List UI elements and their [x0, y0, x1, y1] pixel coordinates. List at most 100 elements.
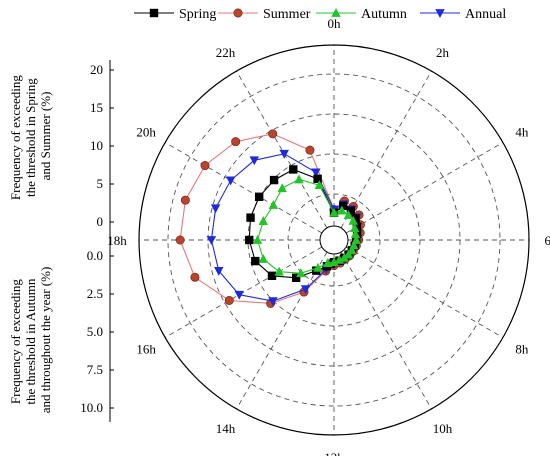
series-marker — [337, 205, 347, 215]
series-marker — [254, 192, 264, 201]
series-marker — [313, 174, 322, 183]
grid-ring — [167, 73, 501, 407]
series-line — [210, 153, 359, 302]
series-marker — [268, 200, 279, 209]
series-marker — [268, 297, 278, 307]
series-marker — [339, 252, 349, 262]
hour-label: 4h — [515, 125, 529, 140]
series-marker — [329, 207, 339, 217]
grid-ring — [287, 193, 381, 287]
series-marker — [277, 183, 287, 193]
grid-spoke — [164, 142, 323, 234]
series-marker — [352, 222, 362, 232]
series-marker — [314, 180, 325, 190]
scale-tick-label: 15 — [90, 100, 103, 115]
inner-ring — [319, 225, 349, 255]
series-marker — [190, 272, 200, 282]
series-marker — [149, 8, 159, 18]
scale-tick-label: 5.0 — [87, 324, 103, 339]
series-marker — [305, 145, 315, 155]
series-marker — [329, 257, 339, 267]
upper-scale-label-line1: Frequency of exceeding — [8, 75, 23, 200]
series-marker — [313, 262, 323, 272]
hour-label: 22h — [216, 45, 236, 60]
scale-tick-label: 10 — [90, 138, 103, 153]
series-marker — [289, 165, 298, 174]
outer-ring — [138, 44, 530, 436]
series-marker — [246, 213, 255, 222]
series-marker — [267, 271, 277, 280]
series-marker — [274, 266, 284, 276]
series-marker — [225, 176, 236, 186]
legend-label: Spring — [179, 7, 216, 22]
hour-label: 12h — [324, 450, 344, 456]
hour-label: 6h — [545, 233, 550, 248]
scale-tick-label: 2.5 — [87, 286, 103, 301]
series-marker — [343, 210, 354, 219]
legend: Spring Summer Autumn Annual — [134, 7, 506, 22]
series-marker — [350, 229, 361, 239]
series-marker — [249, 156, 259, 166]
series-marker — [323, 258, 333, 267]
polar-grid: 0h 2h 4h 6h 8h 10h 12h 14h 16h 18h 20h 22h — [107, 16, 550, 456]
series-marker — [348, 215, 358, 225]
series-marker — [296, 268, 306, 278]
hour-label: 2h — [436, 45, 450, 60]
grid-spoke — [345, 246, 504, 338]
scale-tick-label: 5 — [97, 176, 104, 191]
series-layer — [175, 129, 365, 308]
grid-spoke — [236, 251, 328, 410]
scale-tick-label: 7.5 — [87, 362, 103, 377]
grid-spoke — [340, 251, 432, 410]
series-autumn — [252, 174, 361, 278]
series-marker — [349, 223, 360, 232]
series-marker — [258, 216, 268, 225]
scale-tick-label: 0.0 — [87, 248, 103, 263]
series-marker — [175, 235, 185, 245]
series-marker — [206, 236, 217, 245]
series-marker — [300, 285, 311, 295]
grid-spoke — [345, 142, 504, 234]
series-marker — [269, 175, 279, 185]
lower-scale-label: Frequency of exceeding the threshold in … — [8, 267, 53, 414]
series-marker — [234, 290, 244, 300]
series-marker — [338, 201, 348, 211]
hour-label: 20h — [136, 125, 156, 140]
upper-scale-label-line2: the threshold in Spring — [23, 78, 38, 197]
upper-scale-label: Frequency of exceeding the threshold in … — [8, 72, 53, 200]
hour-label: 14h — [216, 421, 236, 436]
grid-spoke — [340, 70, 432, 229]
upper-scale-label-line3: and Summer (%) — [38, 92, 53, 181]
series-marker — [245, 235, 254, 245]
hour-label: 16h — [136, 342, 156, 357]
series-marker — [343, 249, 354, 259]
series-marker — [214, 266, 224, 276]
grid-ring — [207, 113, 461, 367]
series-marker — [435, 9, 445, 18]
lower-scale-label-line3: and throughout the year (%) — [38, 267, 53, 414]
series-marker — [291, 273, 301, 283]
lower-scale-label-line2: the threshold in Autumn — [23, 278, 38, 405]
series-marker — [210, 204, 221, 214]
hour-label: 8h — [515, 342, 529, 357]
series-marker — [251, 256, 260, 266]
series-marker — [233, 8, 243, 18]
series-marker — [311, 168, 321, 178]
series-marker — [279, 149, 289, 159]
grid-spoke — [164, 246, 323, 338]
scale-tick-label: 0 — [97, 214, 104, 229]
grid-spoke — [236, 70, 328, 229]
legend-label: Annual — [465, 7, 506, 22]
scale-tick-label: 20 — [90, 62, 103, 77]
series-marker — [180, 195, 190, 205]
series-marker — [334, 254, 345, 264]
series-marker — [258, 253, 268, 263]
radial-scale-axes: Frequency of exceeding the threshold in … — [8, 60, 114, 422]
series-marker — [331, 8, 341, 17]
series-marker — [351, 214, 360, 223]
series-marker — [346, 206, 356, 215]
series-marker — [224, 295, 234, 305]
hour-label: 0h — [328, 16, 342, 31]
series-annual — [206, 149, 363, 307]
